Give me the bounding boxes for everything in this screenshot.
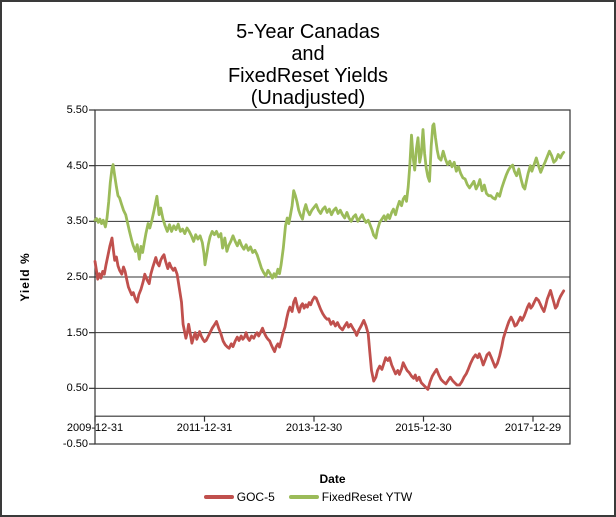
chart-title-line: 5-Year Canadas [236,21,380,43]
y-tick-label: 5.50 [66,104,88,116]
x-axis-title: Date [319,472,346,486]
y-tick-label: 1.50 [66,326,88,339]
y-tick-label: 2.50 [66,271,88,283]
x-tick-label: 2011-12-31 [176,422,233,434]
legend-label: GOC-5 [236,490,275,504]
legend-swatch-fixedreset-ytw [288,495,319,499]
y-tick-label: -0.50 [62,438,88,450]
chart-title-line: FixedReset Yields [227,65,389,87]
x-tick-label: 2013-12-30 [285,422,343,434]
series-line-goc-5 [93,236,566,391]
series-line-fixedreset-ytw [93,122,566,280]
legend-swatch-goc-5 [203,495,234,499]
legend: GOC-5 FixedReset YTW [2,490,614,504]
legend-label: FixedReset YTW [321,490,413,504]
y-tick-label: 4.50 [66,159,88,172]
x-tick-label: 2009-12-31 [66,422,124,434]
chart-title-line: (Unadjusted) [250,87,366,109]
x-tick-label: 2017-12-29 [504,422,562,434]
chart-title-line: and [291,43,325,65]
legend-item: FixedReset YTW [288,490,413,504]
y-tick-label: 0.50 [66,382,88,395]
x-tick-label: 2015-12-30 [395,422,452,434]
chart-title: 5-Year Canadas and FixedReset Yields (Un… [2,21,614,109]
y-tick-label: 3.50 [66,215,88,228]
legend-item: GOC-5 [203,490,275,504]
